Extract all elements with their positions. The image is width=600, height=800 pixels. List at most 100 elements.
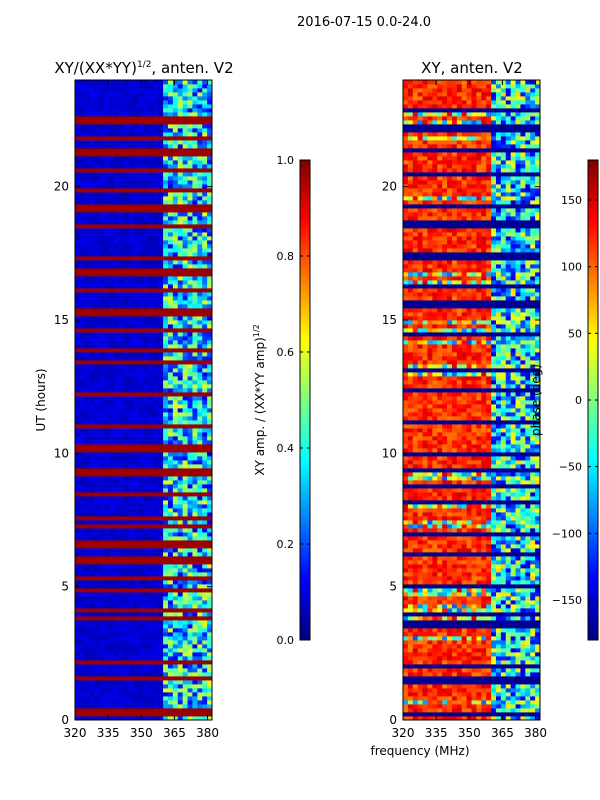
heatmap-cell: [207, 284, 212, 289]
heatmap-cell: [177, 608, 184, 613]
heatmap-cell: [104, 604, 110, 609]
heatmap-cell: [104, 284, 110, 289]
heatmap-cell: [163, 632, 169, 637]
heatmap-cell: [94, 228, 100, 233]
heatmap-cell: [114, 180, 120, 185]
heatmap-cell: [123, 408, 130, 413]
heatmap-cell: [163, 264, 169, 269]
heatmap-cell: [197, 456, 203, 461]
heatmap-cell: [447, 676, 453, 681]
x-tick-label: 320: [64, 726, 87, 740]
heatmap-cell: [167, 96, 174, 101]
heatmap-cell: [84, 196, 91, 201]
heatmap-cell: [432, 700, 438, 705]
heatmap-cell: [187, 368, 193, 373]
heatmap-cell: [148, 224, 154, 229]
heatmap-cell: [89, 176, 95, 181]
heatmap-cell: [207, 180, 212, 185]
heatmap-cell: [172, 132, 179, 137]
heatmap-cell: [114, 280, 120, 285]
heatmap-cell: [177, 316, 184, 321]
heatmap-cell: [128, 648, 135, 653]
heatmap-cell: [148, 644, 154, 649]
heatmap-cell: [89, 236, 95, 241]
heatmap-cell: [167, 172, 174, 177]
heatmap-cell: [158, 568, 164, 573]
heatmap-cell: [104, 108, 110, 113]
heatmap-cell: [187, 140, 193, 145]
heatmap-cell: [119, 420, 125, 425]
heatmap-cell: [187, 240, 193, 245]
heatmap-cell: [104, 524, 110, 529]
heatmap-cell: [417, 660, 423, 665]
heatmap-cell: [128, 708, 135, 713]
heatmap-cell: [138, 264, 144, 269]
heatmap-cell: [437, 692, 443, 697]
heatmap-cell: [197, 432, 203, 437]
heatmap-cell: [138, 492, 144, 497]
heatmap-cell: [158, 356, 164, 361]
heatmap-cell: [192, 708, 198, 713]
heatmap-cell: [403, 656, 409, 661]
heatmap-cell: [207, 416, 212, 421]
heatmap-cell: [133, 260, 139, 265]
heatmap-cell: [403, 708, 409, 713]
heatmap-cell: [158, 400, 164, 405]
heatmap-cell: [197, 136, 203, 141]
heatmap-cell: [167, 188, 174, 193]
heatmap-cell: [119, 196, 125, 201]
heatmap-cell: [114, 692, 120, 697]
heatmap-cell: [192, 608, 198, 613]
heatmap-cell: [119, 412, 125, 417]
heatmap-cell: [89, 528, 95, 533]
heatmap-cell: [192, 228, 198, 233]
heatmap-cell: [148, 624, 154, 629]
heatmap-cell: [123, 444, 130, 449]
heatmap-cell: [148, 628, 154, 633]
heatmap-cell: [99, 272, 105, 277]
heatmap-cell: [75, 688, 81, 693]
heatmap-cell: [437, 712, 443, 717]
heatmap-cell: [114, 84, 120, 89]
heatmap-cell: [167, 632, 174, 637]
heatmap-cell: [99, 240, 105, 245]
heatmap-cell: [192, 408, 198, 413]
heatmap-cell: [133, 504, 139, 509]
heatmap-cell: [99, 248, 105, 253]
heatmap-cell: [143, 244, 149, 249]
heatmap-cell: [153, 88, 159, 93]
heatmap-cell: [182, 136, 188, 141]
heatmap-cell: [133, 192, 139, 197]
heatmap-cell: [187, 264, 193, 269]
heatmap-cell: [197, 716, 203, 720]
heatmap-cell: [182, 504, 188, 509]
heatmap-cell: [84, 152, 91, 157]
heatmap-cell: [163, 556, 169, 561]
heatmap-cell: [202, 692, 208, 697]
heatmap-cell: [510, 676, 516, 681]
heatmap-cell: [79, 672, 86, 677]
heatmap-cell: [128, 624, 135, 629]
heatmap-cell: [163, 480, 169, 485]
heatmap-cell: [104, 480, 110, 485]
heatmap-cell: [128, 408, 135, 413]
heatmap-cell: [84, 660, 91, 665]
heatmap-cell: [177, 512, 184, 517]
heatmap-cell: [104, 388, 110, 393]
heatmap-cell: [89, 540, 95, 545]
heatmap-cell: [119, 324, 125, 329]
heatmap-cell: [89, 372, 95, 377]
heatmap-cell: [510, 692, 516, 697]
heatmap-cell: [172, 336, 179, 341]
heatmap-cell: [148, 284, 154, 289]
heatmap-cell: [109, 360, 115, 365]
heatmap-cell: [451, 712, 458, 717]
heatmap-cell: [403, 716, 409, 720]
heatmap-cell: [187, 608, 193, 613]
heatmap-cell: [75, 652, 81, 657]
heatmap-cell: [437, 704, 443, 709]
heatmap-cell: [207, 156, 212, 161]
heatmap-cell: [123, 684, 130, 689]
heatmap-cell: [153, 432, 159, 437]
heatmap-cell: [187, 224, 193, 229]
